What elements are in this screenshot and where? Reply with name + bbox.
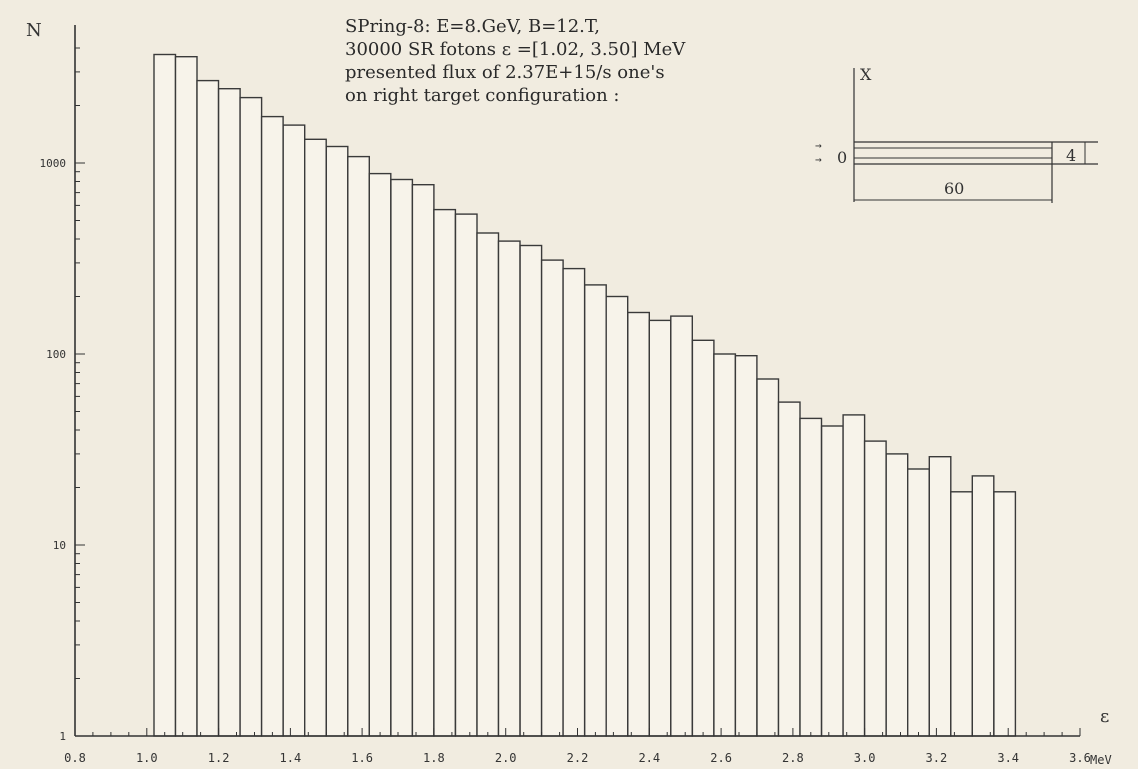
title-line-4: on right target configuration : [345, 85, 619, 106]
histogram-bar [842, 414, 866, 737]
histogram-bar [217, 87, 241, 737]
histogram-bar [476, 232, 500, 737]
histogram-bar [971, 475, 995, 737]
bars-group [153, 53, 1017, 737]
x-tick-label: 3.0 [854, 751, 876, 765]
histogram-bar [562, 267, 586, 737]
histogram-bar [433, 208, 457, 737]
histogram-bar [605, 295, 629, 737]
x-tick-label: 3.2 [926, 751, 948, 765]
inset-zero-label: 0 [837, 148, 847, 167]
histogram-bar [347, 155, 370, 737]
x-tick-label: 2.8 [782, 751, 804, 765]
x-tick-label: 1.0 [136, 751, 158, 765]
x-tick-label: 3.6 [1069, 751, 1091, 765]
x-ticks-group: 0.8 1.0 1.2 1.4 1.6 1.8 2.0 2.2 2.4 2.6 2.8 3.0 3.2 3… [64, 728, 1091, 765]
inset-length-label: 60 [944, 179, 964, 198]
histogram-bar [519, 244, 543, 737]
x-tick-label: 1.4 [280, 751, 302, 765]
y-axis-label: N [26, 20, 42, 41]
x-tick-label: 2.4 [638, 751, 660, 765]
histogram-bar [540, 259, 564, 737]
x-tick-label: 1.8 [423, 751, 445, 765]
histogram-bar [734, 355, 758, 737]
histogram-bar [325, 145, 349, 737]
y-tick-label: 10 [53, 539, 66, 552]
histogram-bar [928, 456, 952, 737]
inset-axis-label: X [860, 65, 872, 84]
histogram-bar [691, 339, 715, 737]
target-configuration-diagram: X 0 4 60 → → [815, 65, 1098, 203]
x-tick-label: 1.2 [208, 751, 230, 765]
x-axis-unit: MeV [1090, 753, 1112, 767]
histogram-bar [411, 183, 435, 737]
histogram-bar [863, 440, 887, 737]
y-tick-label: 1000 [40, 157, 67, 170]
histogram-bar [648, 319, 672, 737]
histogram-bar [799, 417, 823, 737]
histogram-bar [454, 213, 478, 737]
x-tick-label: 3.4 [997, 751, 1019, 765]
histogram-bar [390, 178, 414, 737]
histogram-bar [950, 491, 973, 737]
x-tick-label: 1.6 [351, 751, 373, 765]
histogram-bar [907, 468, 930, 737]
x-tick-label: 0.8 [64, 751, 86, 765]
x-axis-label: ε [1100, 706, 1109, 727]
title-line-3: presented flux of 2.37E+15/s one's [345, 62, 665, 83]
chart-title-block: SPring-8: E=8.GeV, B=12.T, 30000 SR foto… [345, 16, 686, 106]
x-tick-label: 2.2 [567, 751, 589, 765]
title-line-2: 30000 SR fotons ε =[1.02, 3.50] MeV [345, 39, 686, 60]
y-tick-label: 1 [59, 730, 66, 743]
histogram-bar [239, 96, 263, 737]
title-line-1: SPring-8: E=8.GeV, B=12.T, [345, 16, 600, 37]
histogram-bar [497, 240, 521, 737]
x-tick-label: 2.6 [710, 751, 732, 765]
histogram-bar [820, 425, 844, 737]
histogram-bar [627, 311, 650, 737]
histogram-bar [993, 491, 1017, 737]
histogram-bar [196, 79, 220, 737]
histogram-bar [304, 138, 327, 737]
histogram-bar [282, 124, 306, 737]
histogram-bar [885, 453, 909, 737]
x-tick-label: 2.0 [495, 751, 517, 765]
histogram-bar [174, 56, 198, 737]
histogram-bar [756, 378, 780, 737]
inset-arrow-top: → [815, 139, 822, 152]
y-tick-label: 100 [46, 348, 66, 361]
histogram-bar [713, 353, 737, 737]
histogram-bar [368, 172, 392, 737]
histogram-bar [584, 284, 607, 737]
histogram-bar [260, 115, 284, 737]
y-ticks-group: 1 10 100 1000 [40, 47, 85, 743]
inset-arrow-bottom: → [815, 153, 822, 166]
histogram-bar [153, 53, 177, 737]
histogram-bar [670, 315, 693, 737]
inset-thickness-label: 4 [1066, 146, 1076, 165]
histogram-bar [777, 401, 801, 737]
